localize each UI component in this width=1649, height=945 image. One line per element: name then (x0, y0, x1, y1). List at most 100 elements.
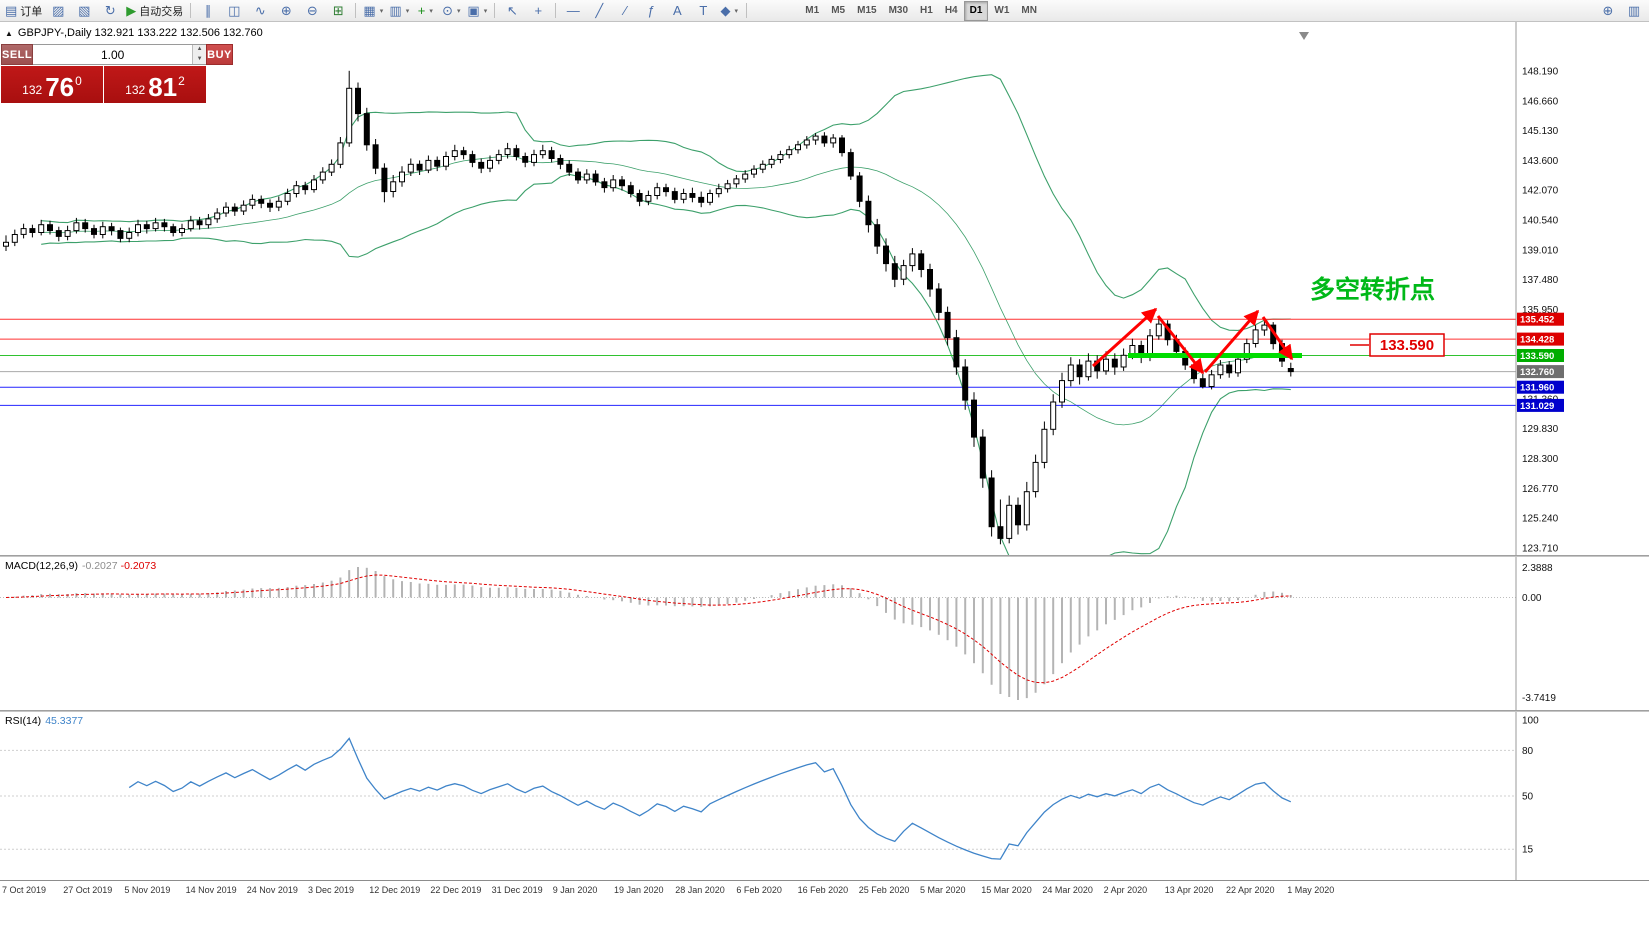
turning-point-annotation[interactable]: 多空转折点 (1310, 275, 1435, 304)
chevron-down-icon: ▾ (379, 7, 384, 15)
templates-button[interactable]: ▣ ▾ (464, 1, 490, 21)
buy-price-point: 2 (178, 74, 185, 88)
rsi-panel[interactable]: 100 80 50 15 (0, 712, 1649, 880)
collapse-panel-icon[interactable]: ▲ (5, 28, 13, 38)
price-axis-label: 129.830 (1522, 424, 1559, 435)
timeframe-m5[interactable]: M5 (831, 5, 846, 16)
candle (1103, 358, 1109, 372)
tile-windows-button[interactable]: ⊞ (325, 1, 351, 21)
main-chart[interactable]: 多空转折点 133.590 148.190 146.660 145.130 143.600… (0, 22, 1649, 555)
candle (1287, 368, 1294, 373)
panel-separator[interactable] (0, 555, 1649, 557)
price-tag-label: 134.428 (1520, 335, 1554, 346)
separator (555, 3, 557, 18)
candle (416, 163, 423, 171)
candle (1059, 380, 1065, 403)
date-label: 16 Feb 2020 (797, 885, 849, 895)
macd-label: MACD(12,26,9) -0.2027 -0.2073 (5, 560, 156, 572)
crosshair-button[interactable]: + (525, 1, 551, 21)
macd-axis-zero: 0.00 (1522, 593, 1542, 604)
top-toolbar: ▤ 订单 ▨ ▧ ↻ ▶ 自动交易 ∥ ◫ ∿ ⊕ ⊖ ⊞ ▦ ▾ ▥ ▾ + ▾ ⊙ ▾ ▣ ▾ ↖ + — ╱ ∕ ƒ A T ◆ ▾ M1 M… (0, 0, 1649, 22)
timeframe-d1[interactable]: D1 (963, 0, 989, 21)
price-axis-label: 137.480 (1522, 275, 1559, 286)
buy-button[interactable]: BUY (206, 44, 233, 65)
date-label: 13 Apr 2020 (1164, 885, 1214, 895)
panels-button[interactable]: ▥ (1621, 1, 1647, 21)
candlestick-button[interactable]: ◫ (221, 1, 247, 21)
new-order-button[interactable]: ▤ 订单 (2, 1, 45, 21)
trend-arrow (1203, 309, 1260, 373)
indicators-icon: + (417, 3, 426, 18)
autotrade-button[interactable]: ▶ 自动交易 (123, 1, 186, 21)
trendline-button[interactable]: ╱ (586, 1, 612, 21)
channel-button[interactable]: ∕ (612, 1, 638, 21)
bar-chart-icon: ∥ (205, 3, 212, 18)
sell-button[interactable]: SELL (1, 44, 34, 65)
volume-up-button[interactable]: ▲ (193, 45, 207, 55)
buy-price[interactable]: 132 81 2 (104, 66, 206, 103)
volume-input[interactable] (33, 45, 193, 64)
chart-shift-marker[interactable] (1299, 32, 1309, 40)
candle (267, 202, 273, 208)
volume-down-button[interactable]: ▼ (193, 54, 207, 64)
line-chart-button[interactable]: ∿ (247, 1, 273, 21)
periods-button[interactable]: ⊙ ▾ (438, 1, 464, 21)
bar-chart-button[interactable]: ∥ (195, 1, 221, 21)
candle (372, 144, 379, 169)
macd-panel[interactable]: 2.3888 0.00 -3.7419 (0, 557, 1649, 710)
candle (803, 139, 810, 146)
price-axis[interactable]: 148.190 146.660 145.130 143.600 142.070 140.5… (1515, 22, 1564, 555)
chart-style-button[interactable]: ▨ (45, 1, 71, 21)
time-axis[interactable]: 7 Oct 2019 27 Oct 2019 5 Nov 2019 14 Nov 20… (0, 880, 1649, 900)
cursor-button[interactable]: ↖ (499, 1, 525, 21)
candle (724, 183, 731, 190)
candle (751, 168, 757, 175)
price-callout-box[interactable] (1369, 333, 1445, 357)
candle (469, 154, 476, 163)
timeframe-m30[interactable]: M30 (888, 5, 909, 16)
hline-button[interactable]: — (560, 1, 586, 21)
candle (610, 179, 617, 189)
label-button[interactable]: T (690, 1, 716, 21)
sell-price[interactable]: 132 76 0 (1, 66, 103, 103)
shapes-button[interactable]: ◆ ▾ (716, 1, 742, 21)
sell-price-point: 0 (75, 74, 82, 88)
candle (997, 526, 1004, 539)
candle (381, 167, 388, 193)
candle (1006, 504, 1013, 539)
candle (3, 241, 9, 247)
fibonacci-button[interactable]: ƒ (638, 1, 664, 21)
timeframe-h1[interactable]: H1 (920, 5, 933, 16)
candle (680, 193, 687, 200)
zoom-out-button[interactable]: ⊖ (299, 1, 325, 21)
timeframe-h4[interactable]: H4 (944, 5, 958, 16)
text-button[interactable]: A (664, 1, 690, 21)
profile-button[interactable]: ▧ (71, 1, 97, 21)
new-chart-button[interactable]: ▦ ▾ (360, 1, 386, 21)
price-axis-label: 135.950 (1522, 305, 1559, 316)
timeframe-bar: M1 M5 M15 M30 H1 H4 D1 W1 MN (799, 0, 1043, 21)
zoom-in-button[interactable]: ⊕ (273, 1, 299, 21)
candle (223, 206, 229, 214)
price-tag-label: 131.029 (1520, 401, 1554, 412)
indicators-button[interactable]: + ▾ (412, 1, 438, 21)
candle (20, 228, 27, 235)
candle (1067, 364, 1074, 382)
timeframe-w1[interactable]: W1 (994, 5, 1010, 16)
candle (29, 228, 36, 234)
macd-signal-value: -0.2073 (120, 560, 157, 572)
date-label: 6 Feb 2020 (736, 885, 782, 895)
channel-icon: ∕ (624, 3, 627, 18)
timeframe-m15[interactable]: M15 (857, 5, 877, 16)
candle (73, 222, 80, 232)
candle (1199, 378, 1206, 388)
candle (179, 228, 185, 234)
zoom-button[interactable]: ⊕ (1595, 1, 1621, 21)
refresh-button[interactable]: ↻ (97, 1, 123, 21)
profiles-button[interactable]: ▥ ▾ (386, 1, 412, 21)
timeframe-m1[interactable]: M1 (805, 5, 820, 16)
trend-arrow (1156, 315, 1205, 375)
timeframe-mn[interactable]: MN (1021, 5, 1037, 16)
panel-separator[interactable] (0, 710, 1649, 712)
candle (918, 253, 925, 270)
